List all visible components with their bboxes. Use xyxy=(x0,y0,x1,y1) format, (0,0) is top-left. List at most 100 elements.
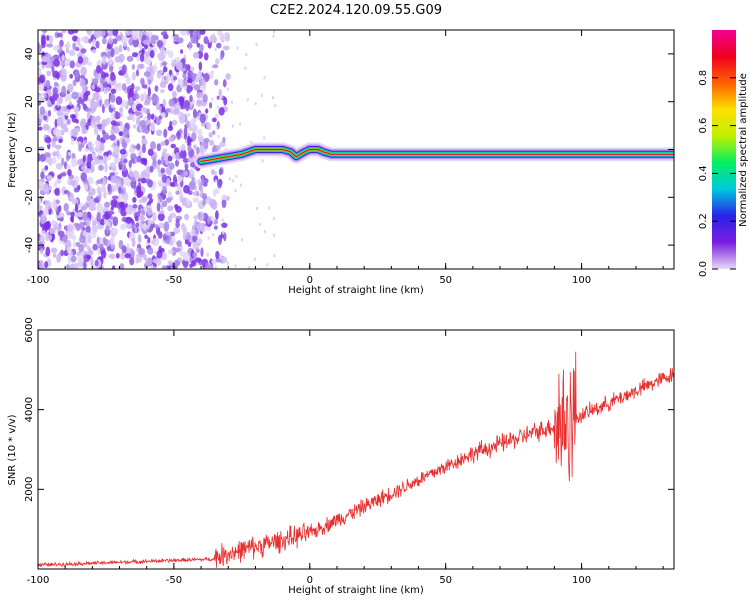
spectrogram-noise-speck xyxy=(92,38,97,48)
spectrogram-noise-speck xyxy=(218,89,222,97)
spectrogram-noise-speck xyxy=(83,259,87,269)
spectrogram-noise-speck xyxy=(119,106,124,113)
spectrogram-noise-speck xyxy=(138,42,142,49)
spectrogram-noise-speck xyxy=(147,86,151,97)
spectrogram-noise-speck xyxy=(215,179,218,183)
spectrogram-noise-speck xyxy=(183,170,189,176)
spectrogram-noise-speck xyxy=(222,231,225,235)
spectrogram-noise-speck xyxy=(148,197,154,204)
spectrogram-noise-speck xyxy=(129,247,134,254)
spectrogram-noise-speck xyxy=(63,233,68,243)
spectrogram-noise-speck xyxy=(220,95,223,99)
spectrogram-noise-speck xyxy=(118,53,125,63)
spectrogram-noise-speck xyxy=(160,155,165,165)
snr-x-tick-label: 100 xyxy=(572,575,591,586)
spectrogram-noise-speck xyxy=(147,247,154,255)
spectrogram-noise-speck xyxy=(113,156,121,164)
spectrogram-noise-speck xyxy=(141,48,145,55)
spectrogram-noise-speck xyxy=(184,239,189,245)
spectrogram-noise-speck xyxy=(162,200,168,208)
spectrogram-noise-speck xyxy=(69,73,74,79)
spectrogram-noise-speck xyxy=(165,108,171,113)
spectrogram-noise-speck xyxy=(82,84,86,94)
spectrogram-noise-speck xyxy=(132,113,136,123)
spectrogram-noise-speck xyxy=(42,208,49,216)
spectrogram-noise-speck xyxy=(125,216,133,224)
spectrogram-noise-speck xyxy=(131,64,135,70)
spectrogram-noise-speck xyxy=(46,43,53,48)
spectrogram-noise-speck xyxy=(67,191,71,197)
spectrogram-noise-speck xyxy=(73,106,80,113)
spectrogram-noise-speck xyxy=(39,74,46,84)
spectrogram-noise-speck xyxy=(271,96,274,100)
spectrogram-noise-speck xyxy=(94,259,99,267)
spectrogram-noise-speck xyxy=(55,104,61,111)
spectrogram-noise-speck xyxy=(254,102,257,106)
spectrogram-noise-speck xyxy=(134,216,139,222)
spectrogram-noise-speck xyxy=(205,252,210,257)
spectrogram-noise-speck xyxy=(109,65,114,74)
spectrogram-noise-speck xyxy=(217,179,223,189)
spectrogram-noise-speck xyxy=(128,166,132,172)
spectrogram-noise-speck xyxy=(38,44,43,54)
spectrogram-noise-speck xyxy=(126,55,134,62)
spectrogram-noise-speck xyxy=(142,222,147,231)
spectrogram-noise-speck xyxy=(221,222,228,228)
spectrogram-noise-speck xyxy=(111,195,119,200)
snr-y-axis-label: SNR (10 * v/v) xyxy=(7,414,18,485)
spectrogram-noise-speck xyxy=(101,187,107,193)
spectrogram-noise-speck xyxy=(169,239,174,247)
spectrogram-noise-speck xyxy=(140,106,147,112)
spectrogram-noise-speck xyxy=(241,238,244,242)
spectrogram-noise-speck xyxy=(86,30,90,34)
spectrogram-noise-speck xyxy=(49,228,56,235)
spectrogram-noise-speck xyxy=(71,91,79,100)
spectrogram-noise-speck xyxy=(61,54,65,62)
spectrogram-noise-speck xyxy=(75,119,79,124)
spectrogram-noise-speck xyxy=(159,210,165,215)
spectrogram-noise-speck xyxy=(86,255,92,260)
spectrogram-noise-speck xyxy=(175,247,181,253)
spectrogram-noise-speck xyxy=(202,93,208,103)
spectrogram-noise-speck xyxy=(200,247,204,258)
spectrogram-noise-speck xyxy=(140,53,145,63)
spectrogram-noise-speck xyxy=(121,82,127,92)
spectrogram-noise-speck xyxy=(66,105,72,110)
spectrogram-noise-speck xyxy=(78,96,82,102)
spectrogram-noise-speck xyxy=(91,48,97,54)
spectrogram-noise-speck xyxy=(86,111,91,120)
spectrogram-noise-speck xyxy=(110,236,115,246)
spectrogram-noise-speck xyxy=(141,135,146,140)
spectrogram-noise-speck xyxy=(157,180,164,186)
spectrogram-noise-speck xyxy=(171,90,177,98)
spectrogram-noise-speck xyxy=(63,202,69,212)
spectrogram-noise-speck xyxy=(120,252,125,260)
spectrogram-noise-speck xyxy=(193,215,200,220)
spectrogram-noise-speck xyxy=(132,30,140,41)
spectrogram-noise-speck xyxy=(186,135,191,144)
snr-y-tick-label: 4000 xyxy=(24,397,35,422)
spectrogram-noise-speck xyxy=(118,186,122,194)
spectrogram-noise-speck xyxy=(160,141,166,147)
spectrogram-noise-speck xyxy=(196,237,203,245)
spectrogram-noise-speck xyxy=(231,124,234,128)
spectrogram-noise-speck xyxy=(110,88,117,94)
spectrogram-noise-speck xyxy=(177,96,185,104)
spectrogram-noise-speck xyxy=(223,194,226,198)
colorbar: 0.0 0.2 0.4 0.6 0.8 Normalized spectral ampl… xyxy=(698,30,749,277)
spectrogram-noise-speck xyxy=(66,246,72,255)
spectrogram-noise-speck xyxy=(98,244,104,249)
colorbar-label: Normalized spectral amplitude xyxy=(738,73,749,227)
spectrogram-noise-speck xyxy=(80,118,84,129)
spectrogram-noise-speck xyxy=(188,41,193,48)
spectrogram-noise-speck xyxy=(191,73,196,82)
spectrogram-noise-speck xyxy=(97,224,104,230)
spectrogram-noise-speck xyxy=(56,149,60,158)
spectrogram-noise-speck xyxy=(146,207,153,216)
snr-axes: -100 -50 0 50 100 2000 4000 6000 xyxy=(24,317,674,586)
spectrogram-noise-speck xyxy=(193,219,198,229)
spectrogram-noise-speck xyxy=(218,168,223,176)
spectrogram-noise-speck xyxy=(192,197,200,203)
spectrogram-noise-speck xyxy=(110,206,114,211)
spectrogram-noise-speck xyxy=(184,163,189,170)
